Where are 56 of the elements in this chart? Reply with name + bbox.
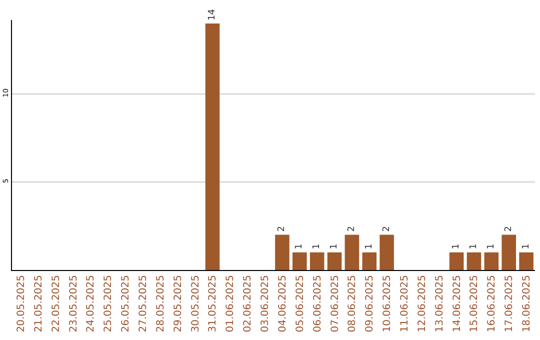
bar <box>292 252 307 270</box>
x-tick-label: 04.06.2025 <box>277 275 288 332</box>
data-label: 1 <box>452 244 462 250</box>
x-tick-label: 26.05.2025 <box>120 275 132 332</box>
data-label: 2 <box>382 226 392 232</box>
x-tick-label: 21.05.2025 <box>33 275 44 332</box>
bar <box>502 234 516 270</box>
x-tick-label: 29.05.2025 <box>172 275 184 332</box>
x-tick-label: 01.06.2025 <box>225 275 236 332</box>
bar <box>519 252 534 270</box>
x-tick-label: 03.06.2025 <box>260 275 272 332</box>
data-label: 2 <box>277 226 288 232</box>
x-tick-label: 11.06.2025 <box>400 275 410 332</box>
x-tick-label: 30.05.2025 <box>190 275 202 332</box>
data-label: 1 <box>312 244 322 250</box>
x-tick-label: 15.06.2025 <box>469 275 480 332</box>
x-tick-label: 02.06.2025 <box>242 275 254 332</box>
x-tick-label: 17.06.2025 <box>504 275 516 332</box>
data-label: 14 <box>207 8 218 21</box>
bar <box>380 234 394 270</box>
bar <box>484 252 499 270</box>
x-tick-label: 31.05.2025 <box>208 275 219 332</box>
bar <box>310 252 324 270</box>
x-tick-label: 14.06.2025 <box>452 275 463 332</box>
x-tick-label: 10.06.2025 <box>382 275 394 332</box>
x-tick-label: 06.06.2025 <box>312 275 324 332</box>
x-tick-label: 12.06.2025 <box>416 275 428 332</box>
x-tick-label: 23.05.2025 <box>68 275 80 332</box>
data-label: 2 <box>346 226 357 232</box>
data-label: 1 <box>364 244 374 250</box>
data-label: 1 <box>468 244 479 250</box>
bar <box>449 252 464 270</box>
x-tick-label: 24.05.2025 <box>86 275 97 332</box>
data-label: 2 <box>504 226 514 232</box>
bar <box>362 252 377 270</box>
bar <box>466 252 482 270</box>
x-tick-label: 25.05.2025 <box>103 275 114 332</box>
x-tick-label: 05.06.2025 <box>294 275 306 332</box>
x-tick-label: 07.06.2025 <box>330 275 341 332</box>
bar <box>205 24 220 270</box>
x-tick-label: 28.05.2025 <box>155 275 166 332</box>
x-tick-label: 27.05.2025 <box>138 275 149 332</box>
bar <box>344 234 360 270</box>
bar <box>327 252 342 270</box>
x-tick-label: 16.06.2025 <box>486 275 498 332</box>
x-tick-label: 18.06.2025 <box>522 275 533 332</box>
x-tick-label: 09.06.2025 <box>364 275 376 332</box>
data-label: 1 <box>486 244 496 250</box>
bar <box>275 234 290 270</box>
x-tick-label: 22.05.2025 <box>50 275 62 332</box>
x-tick-label: 20.05.2025 <box>16 275 27 332</box>
data-label: 1 <box>294 244 305 250</box>
data-label: 1 <box>330 244 340 250</box>
data-label: 1 <box>521 244 532 250</box>
x-tick-label: 13.06.2025 <box>434 275 446 332</box>
x-tick-label: 08.06.2025 <box>347 275 358 332</box>
